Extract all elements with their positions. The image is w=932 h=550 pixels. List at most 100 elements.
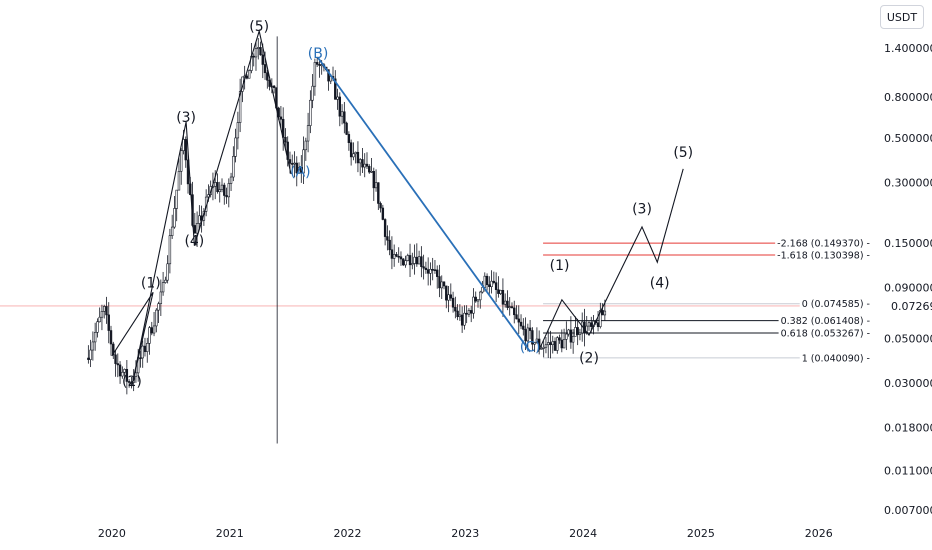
wave-lines (111, 28, 684, 387)
candle (395, 252, 398, 258)
candle (284, 128, 287, 150)
candle (300, 155, 303, 183)
candle (569, 316, 573, 349)
candle (177, 158, 181, 191)
candle (363, 153, 366, 178)
candle (166, 255, 169, 284)
candle (116, 353, 120, 378)
candle (96, 318, 99, 338)
candle (558, 334, 561, 344)
candle (107, 302, 110, 344)
correction-wave-label-3: (C) (520, 340, 541, 356)
candle (508, 297, 511, 316)
candle (526, 323, 530, 352)
candle (118, 361, 122, 384)
candle (338, 92, 342, 127)
candle (556, 336, 559, 354)
candle (503, 293, 507, 308)
currency-label[interactable]: USDT (880, 5, 924, 29)
candle (254, 42, 258, 71)
candle (386, 225, 389, 251)
candle (164, 276, 167, 284)
candle (456, 304, 459, 321)
projection-wave-label-5: (5) (673, 145, 693, 161)
y-tick-label-11: 0.007000 (884, 504, 932, 517)
candle (334, 70, 337, 100)
candle (114, 350, 117, 377)
candle (257, 38, 260, 60)
candle (123, 368, 126, 378)
candle (567, 328, 570, 337)
candle (510, 302, 514, 309)
candle (485, 273, 489, 291)
impulse-wave-label-5: (5) (249, 19, 269, 35)
candle (411, 252, 414, 270)
candle (429, 262, 432, 286)
candle (105, 296, 108, 324)
candle (533, 341, 536, 353)
candle (349, 139, 353, 166)
fib-label-3: 0 (0.074585) - (802, 299, 870, 310)
candle (293, 151, 296, 178)
candle (157, 301, 160, 323)
fib-label-2: -1.618 (0.130398) - (777, 250, 870, 261)
candle (279, 106, 283, 130)
candle (100, 304, 104, 331)
candle (313, 58, 317, 96)
fib-labels: -2.168 (0.149370) --1.618 (0.130398) - 0 … (775, 237, 872, 366)
candle (519, 314, 523, 330)
candle (340, 104, 344, 125)
candle (513, 300, 516, 324)
candle (549, 330, 552, 359)
x-tick-label-2: 2021 (216, 527, 244, 540)
impulse-wave-label-2: (2) (122, 374, 142, 390)
candle (356, 141, 360, 173)
wave-path-correction (317, 57, 531, 353)
candle (440, 275, 443, 299)
wave-labels: (1) (2) (3) (4) (5) (A) (B) (C) (1) (2) (3) (4) (5) (122, 19, 693, 390)
candle (476, 299, 480, 308)
fib-label-6: 1 (0.040090) - (802, 353, 870, 364)
candle (492, 271, 496, 285)
correction-wave-label-1: (A) (290, 165, 311, 181)
candle (447, 286, 450, 313)
candle (195, 211, 199, 247)
candle (463, 305, 466, 330)
candle (417, 250, 421, 265)
candle (553, 337, 557, 351)
fib-label-4: 0.382 (0.061408) - (781, 316, 870, 327)
candle (159, 279, 163, 316)
candle (460, 306, 464, 333)
candle (438, 264, 441, 298)
candle (531, 327, 534, 351)
y-axis[interactable]: 1.400000 0.800000 0.500000 0.300000 0.150000… (872, 0, 932, 550)
fib-label-1: -2.168 (0.149370) - (777, 239, 870, 250)
candle (445, 285, 448, 309)
candle (365, 152, 369, 169)
candle (148, 326, 151, 355)
candle (347, 131, 351, 151)
candle (198, 205, 201, 230)
candle (121, 366, 124, 379)
x-axis[interactable]: 2020 2021 2022 2023 2024 2025 2026 (98, 527, 833, 540)
candle (467, 308, 471, 318)
candle (87, 345, 90, 364)
candle (488, 276, 491, 295)
candle (345, 121, 348, 136)
candle (252, 53, 255, 67)
candle (390, 236, 394, 270)
candle (89, 339, 92, 368)
candle (281, 107, 285, 151)
candle (578, 328, 582, 341)
candle (218, 181, 221, 203)
candle (318, 61, 321, 78)
candle (247, 69, 251, 79)
candle (370, 158, 373, 173)
candle (433, 260, 437, 274)
candle (127, 379, 131, 388)
candle (599, 302, 602, 329)
y-tick-label-10: 0.011000 (884, 465, 932, 478)
candle (193, 212, 197, 234)
y-tick-label-4: 0.300000 (884, 176, 932, 189)
